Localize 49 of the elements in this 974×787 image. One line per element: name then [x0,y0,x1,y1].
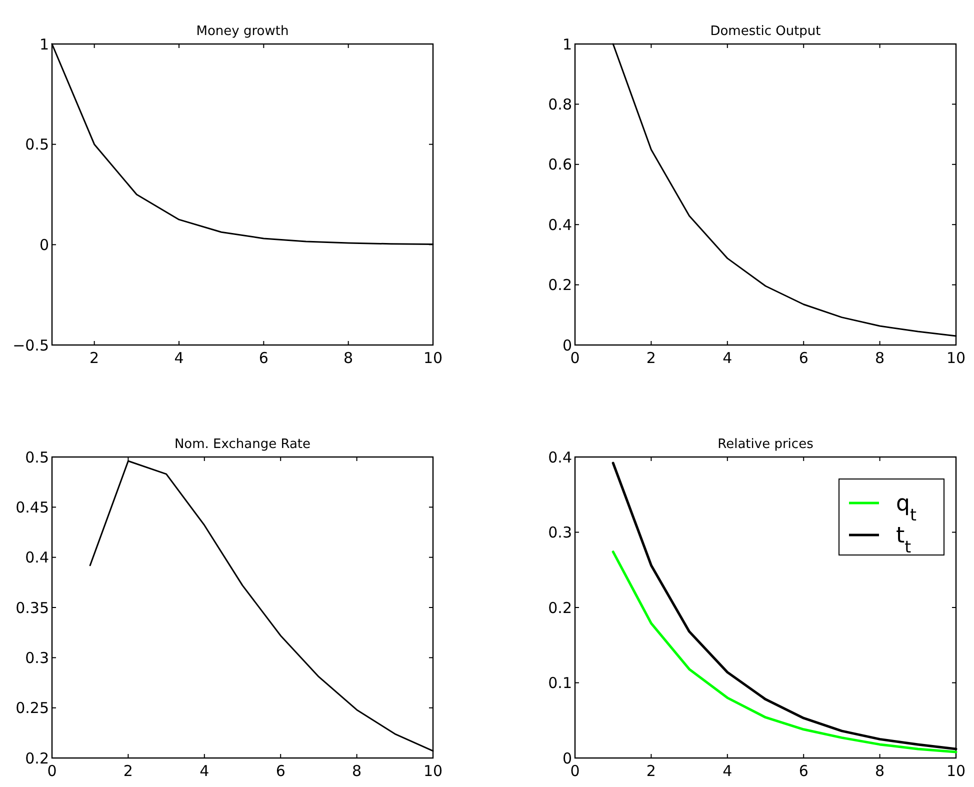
y-tick-label: 0.2 [25,749,49,768]
x-tick-label: 4 [200,762,210,780]
y-tick-label: 0 [39,236,49,254]
chart-title: Money growth [196,24,289,39]
x-tick-label: 10 [946,349,966,367]
legend-label: t$_{t}$ [896,524,912,556]
x-tick-label: 2 [646,349,656,367]
x-tick-label: 8 [352,762,362,780]
x-tick-label: 2 [646,762,656,780]
x-tick-label: 4 [174,349,184,367]
y-tick-label: 0.25 [16,699,49,718]
y-tick-label: 0.5 [25,448,49,466]
y-tick-label: −0.5 [12,336,49,354]
y-tick-label: 0.4 [548,448,572,466]
y-tick-label: 0.6 [548,156,572,174]
y-tick-label: 0 [562,749,572,768]
x-tick-label: 2 [123,762,133,780]
y-tick-label: 0.1 [548,674,572,692]
line-series [612,550,958,754]
chart-title: Nom. Exchange Rate [174,437,311,452]
y-tick-label: 0.2 [548,276,572,294]
y-tick-label: 0.5 [25,136,49,154]
y-tick-label: 0.3 [25,648,49,667]
x-tick-label: 4 [722,349,732,367]
y-tick-label: 0.2 [548,598,572,617]
x-tick-label: 6 [258,349,268,367]
x-tick-label: 10 [423,762,443,780]
y-tick-label: 0.45 [16,498,49,516]
x-tick-label: 6 [798,762,808,780]
x-tick-label: 2 [90,349,100,367]
x-tick-label: 8 [344,349,354,367]
y-tick-label: 1 [562,35,572,54]
x-tick-label: 4 [722,762,732,780]
x-tick-label: 6 [798,349,808,367]
x-tick-label: 8 [875,349,885,367]
chart-title: Domestic Output [710,24,821,39]
y-tick-label: 0.3 [548,524,572,542]
y-tick-label: 1 [39,35,49,54]
y-tick-label: 0.4 [25,548,49,567]
y-tick-label: 0.8 [548,95,572,114]
x-tick-label: 8 [875,762,885,780]
y-tick-label: 0 [562,336,572,354]
y-tick-label: 0.35 [16,598,49,617]
x-tick-label: 10 [423,349,443,367]
legend-label: q$_{t}$ [896,492,917,524]
chart-title: Relative prices [718,437,814,452]
x-tick-label: 6 [276,762,286,780]
x-tick-label: 10 [946,762,966,780]
y-tick-label: 0.4 [548,216,572,234]
